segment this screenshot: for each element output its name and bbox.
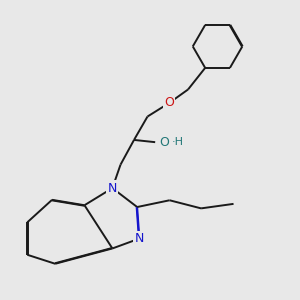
Text: ·H: ·H (172, 137, 184, 147)
Text: O: O (164, 97, 174, 110)
Text: N: N (135, 232, 144, 245)
Text: O: O (159, 136, 169, 149)
Text: N: N (108, 182, 117, 195)
